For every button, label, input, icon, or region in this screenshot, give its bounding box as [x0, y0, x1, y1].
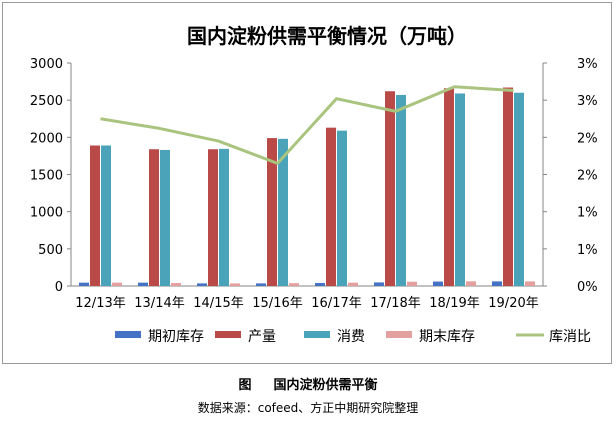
bar-期初库存	[492, 281, 502, 286]
bar-消费	[219, 148, 229, 286]
bar-期初库存	[197, 283, 207, 286]
legend-label: 期末库存	[419, 329, 475, 345]
bar-产量	[385, 91, 395, 286]
x-tick-label: 13/14年	[134, 296, 184, 311]
legend-label: 期初库存	[148, 328, 204, 345]
bar-产量	[267, 138, 277, 286]
y-right-tick-label: 3%	[577, 94, 598, 109]
bar-期末库存	[171, 283, 181, 286]
bar-期末库存	[230, 283, 240, 286]
legend-label: 产量	[248, 329, 276, 345]
bar-期末库存	[112, 282, 122, 286]
x-tick-label: 18/19年	[429, 296, 479, 311]
y-left-tick-label: 1000	[30, 206, 63, 221]
bar-期初库存	[374, 282, 384, 286]
bar-期初库存	[256, 283, 266, 286]
legend-swatch	[215, 331, 241, 338]
y-left-tick-label: 500	[38, 243, 63, 258]
bar-消费	[514, 92, 524, 286]
x-tick-label: 12/13年	[75, 296, 125, 311]
bar-期初库存	[138, 282, 148, 286]
bar-消费	[278, 138, 288, 286]
y-right-tick-label: 3%	[577, 57, 598, 72]
bar-产量	[90, 145, 100, 286]
legend-swatch	[304, 331, 330, 338]
y-left-tick-label: 1500	[30, 169, 63, 184]
x-tick-label: 15/16年	[252, 296, 302, 311]
x-tick-label: 19/20年	[488, 296, 538, 311]
bar-期末库存	[348, 282, 358, 286]
bar-消费	[455, 93, 465, 286]
bar-消费	[160, 149, 170, 286]
bar-产量	[326, 127, 336, 286]
figure-label: 图	[238, 378, 252, 393]
legend-label: 库消比	[549, 329, 591, 345]
figure-caption-title: 国内淀粉供需平衡	[273, 378, 378, 393]
bar-期末库存	[289, 283, 299, 286]
y-left-tick-label: 2000	[30, 131, 63, 146]
bar-期末库存	[525, 281, 535, 286]
bar-期初库存	[315, 283, 325, 286]
chart-svg: 国内淀粉供需平衡情况（万吨） 0 500 1000 1500 2000 2500 3000 0%…	[30, 24, 598, 345]
bar-期末库存	[407, 281, 417, 286]
legend-swatch	[115, 331, 141, 338]
bar-产量	[503, 87, 513, 286]
y-left-tick-label: 0	[55, 280, 63, 295]
bar-期初库存	[79, 282, 89, 286]
y-right-tick-label: 2%	[577, 169, 598, 184]
x-tick-label: 16/17年	[311, 296, 361, 311]
bar-期初库存	[433, 281, 443, 286]
legend-swatch	[386, 331, 412, 338]
chart-title: 国内淀粉供需平衡情况（万吨）	[187, 24, 467, 48]
legend-label: 消费	[337, 329, 365, 345]
bar-产量	[444, 88, 454, 286]
bar-消费	[101, 145, 111, 286]
chart-frame: 国内淀粉供需平衡情况（万吨） 0 500 1000 1500 2000 2500 3000 0%…	[2, 2, 612, 364]
y-left-tick-label: 2500	[30, 94, 63, 109]
y-right-tick-label: 2%	[577, 131, 598, 146]
y-left-tick-label: 3000	[30, 57, 63, 72]
bar-产量	[149, 149, 159, 286]
bar-消费	[337, 130, 347, 286]
y-right-tick-label: 1%	[577, 243, 598, 258]
line-库消比	[100, 85, 514, 165]
x-tick-label: 17/18年	[370, 296, 420, 311]
bar-期末库存	[466, 281, 476, 286]
figure-caption: 图 国内淀粉供需平衡	[0, 374, 616, 393]
y-right-tick-label: 0%	[577, 280, 598, 295]
bar-消费	[396, 94, 406, 286]
x-tick-label: 14/15年	[193, 296, 243, 311]
y-right-tick-label: 1%	[577, 206, 598, 221]
source-note: 数据来源：cofeed、方正中期研究院整理	[197, 401, 419, 415]
bar-产量	[208, 149, 218, 286]
